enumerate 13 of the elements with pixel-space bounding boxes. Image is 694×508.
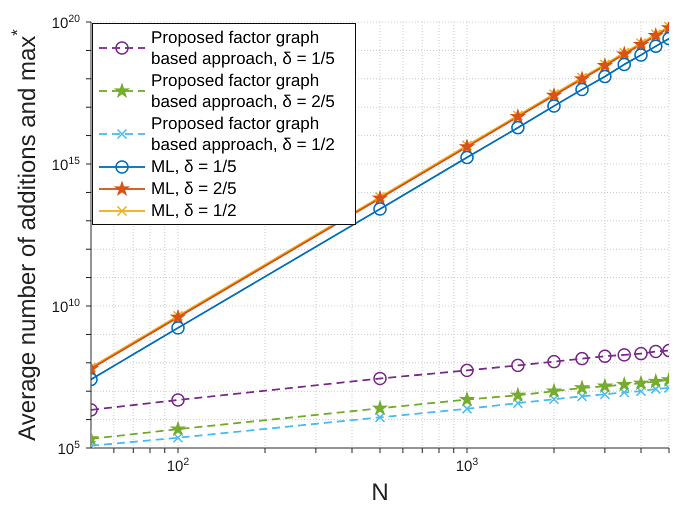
y-tick-label: 10$^{5}$ <box>57 439 80 458</box>
x-axis-title: N <box>371 479 389 506</box>
legend-label: Proposed factor graph based approach, δ = 1/2 <box>151 113 336 155</box>
x-tick-label: 10$^{2}$ <box>166 456 190 475</box>
x-tick-label: 10$^{3}$ <box>456 456 478 475</box>
y-tick-label: 10$^{15}$ <box>52 155 80 174</box>
legend-label: Proposed factor graph based approach, δ = 2/5 <box>151 70 336 112</box>
legend-label: ML, δ = 1/5 <box>151 156 237 177</box>
y-tick-label: 10$^{20}$ <box>52 13 80 32</box>
legend-label: ML, δ = 1/2 <box>151 200 237 221</box>
legend-label: ML, δ = 2/5 <box>151 178 237 199</box>
y-tick-label: 10$^{10}$ <box>52 297 80 316</box>
legend-label: Proposed factor graph based approach, δ = 1/5 <box>151 27 336 69</box>
